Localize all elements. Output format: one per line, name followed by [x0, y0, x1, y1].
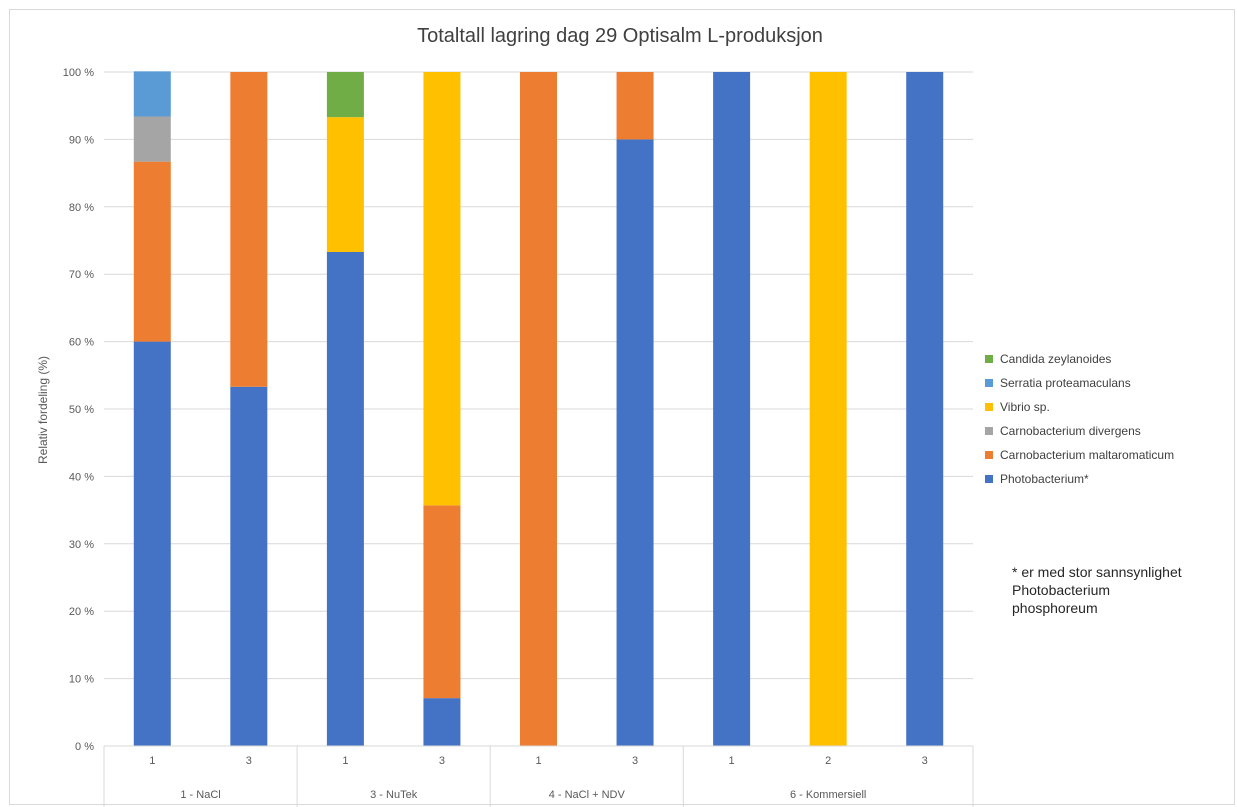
y-tick-label: 90 % — [69, 134, 94, 146]
footnote: * er med stor sannsynlighet Photobacteri… — [1012, 564, 1182, 616]
y-tick-label: 70 % — [69, 269, 94, 281]
legend-swatch — [985, 379, 993, 387]
legend-label: Vibrio sp. — [1000, 400, 1050, 414]
bar-segment — [230, 386, 268, 746]
x-group-label: 3 - NuTek — [370, 789, 418, 801]
y-tick-label: 100 % — [63, 67, 94, 79]
bar-segment — [133, 161, 171, 342]
chart-frame — [9, 9, 1235, 805]
bar-segment — [326, 117, 364, 252]
bar-segment — [809, 72, 847, 746]
axes: 0 % 10 % 20 % 30 % 40 % 50 % 60 % 70 % 80 % 90 % 1… — [63, 67, 974, 807]
legend-item: Vibrio sp. — [985, 395, 1174, 419]
legend-swatch — [985, 451, 993, 459]
x-tick-label: 3 — [632, 755, 638, 767]
x-group-label: 1 - NaCl — [180, 789, 220, 801]
y-tick-label: 80 % — [69, 202, 94, 214]
x-tick-label: 3 — [246, 755, 252, 767]
y-tick-label: 60 % — [69, 337, 94, 349]
x-tick-label: 2 — [825, 755, 831, 767]
legend-item: Carnobacterium maltaromaticum — [985, 443, 1174, 467]
y-tick-label: 30 % — [69, 539, 94, 551]
legend-label: Photobacterium* — [1000, 472, 1089, 486]
legend-label: Serratia proteamaculans — [1000, 376, 1131, 390]
legend-swatch — [985, 427, 993, 435]
x-tick-label: 3 — [439, 755, 445, 767]
chart-title: Totaltall lagring dag 29 Optisalm L-prod… — [417, 25, 823, 47]
legend-item: Serratia proteamaculans — [985, 371, 1174, 395]
legend-label: Candida zeylanoides — [1000, 352, 1112, 366]
legend-swatch — [985, 403, 993, 411]
bar-segment — [423, 505, 461, 699]
legend-swatch — [985, 355, 993, 363]
x-tick-label: 1 — [342, 755, 348, 767]
x-group-label: 4 - NaCl + NDV — [549, 789, 626, 801]
x-tick-label: 1 — [535, 755, 541, 767]
bar-segment — [616, 72, 654, 140]
legend: Candida zeylanoides Serratia proteamacula… — [985, 347, 1174, 491]
legend-label: Carnobacterium maltaromaticum — [1000, 448, 1175, 462]
bar-segment — [326, 72, 364, 118]
bar-segment — [423, 698, 461, 746]
y-tick-label: 20 % — [69, 606, 94, 618]
bar-segment — [133, 341, 171, 746]
bar-segment — [520, 72, 557, 746]
y-tick-label: 0 % — [75, 741, 94, 753]
bar-segment — [713, 72, 751, 746]
y-tick-label: 50 % — [69, 404, 94, 416]
legend-item: Candida zeylanoides — [985, 347, 1174, 371]
bar-segment — [616, 139, 654, 746]
x-tick-label: 1 — [149, 755, 155, 767]
legend-item: Photobacterium* — [985, 467, 1174, 491]
x-tick-label: 3 — [922, 755, 928, 767]
bar-segment — [133, 71, 171, 117]
bar-segment — [906, 72, 944, 746]
x-tick-label: 1 — [729, 755, 735, 767]
y-tick-label: 40 % — [69, 471, 94, 483]
legend-item: Carnobacterium divergens — [985, 419, 1174, 443]
y-tick-label: 10 % — [69, 674, 94, 686]
bars — [133, 71, 944, 746]
bar-segment — [133, 116, 171, 162]
bar-segment — [230, 72, 268, 387]
x-group-label: 6 - Kommersiell — [790, 789, 866, 801]
y-axis-label: Relativ fordeling (%) — [36, 356, 50, 464]
legend-swatch — [985, 475, 993, 483]
bar-segment — [423, 72, 461, 506]
legend-label: Carnobacterium divergens — [1000, 424, 1141, 438]
bar-segment — [326, 251, 364, 746]
